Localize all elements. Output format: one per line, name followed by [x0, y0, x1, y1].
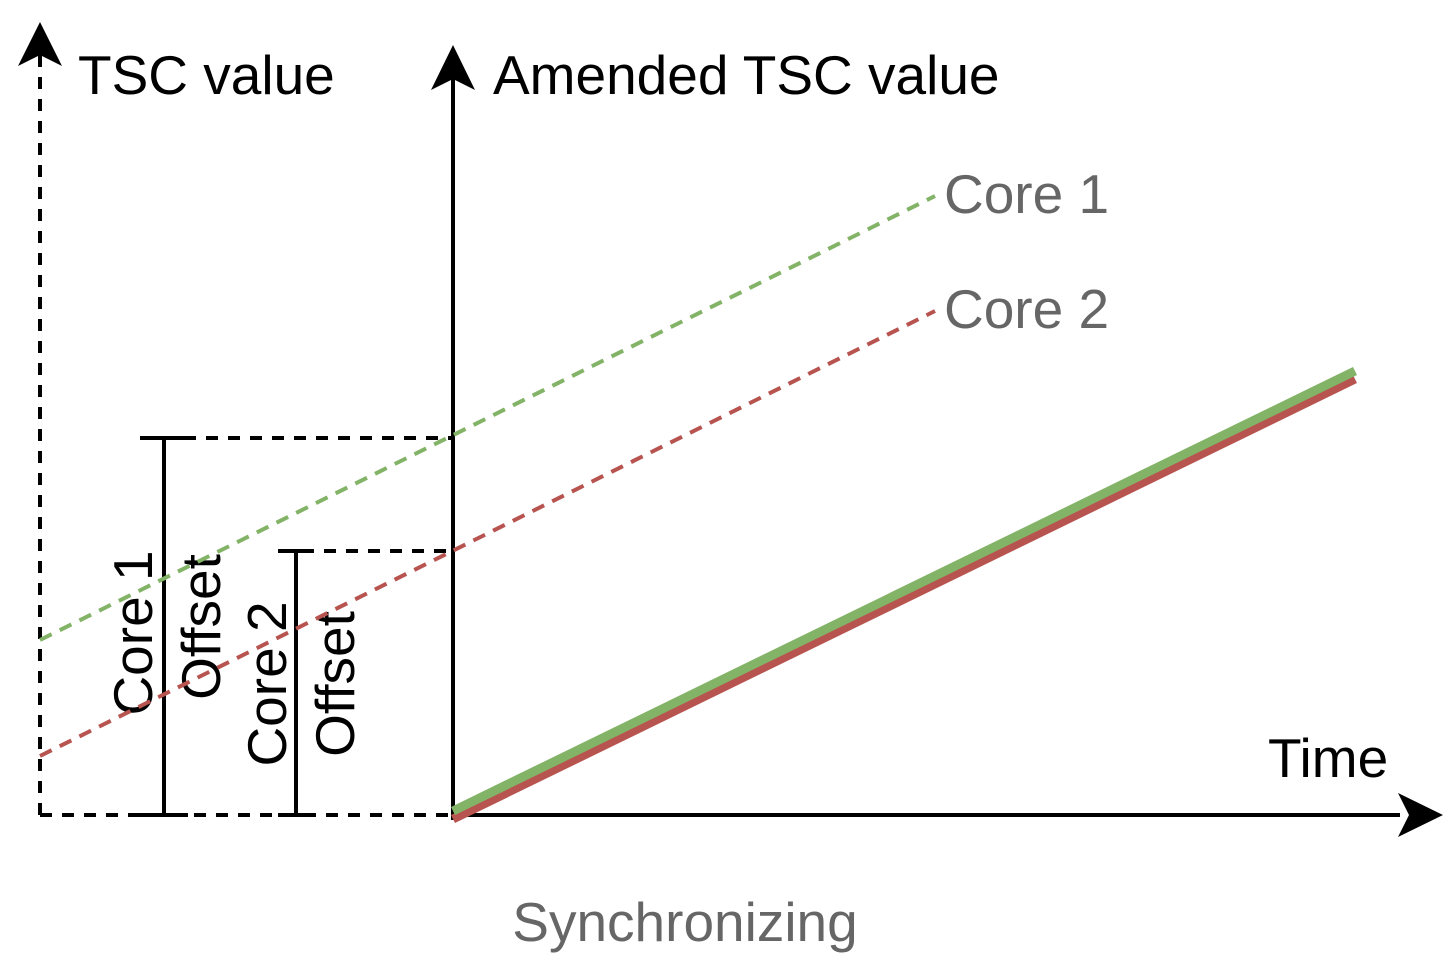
time-axis [453, 793, 1443, 837]
synchronizing-caption: Synchronizing [512, 891, 857, 953]
tsc-axis-label: TSC value [78, 44, 335, 106]
core1-amended-line [451, 366, 1357, 816]
time-axis-label: Time [1268, 727, 1388, 789]
amended-tsc-axis [431, 45, 475, 820]
core2-line-label: Core 2 [944, 278, 1109, 340]
tsc-axis [18, 22, 62, 815]
amended-tsc-axis-label: Amended TSC value [493, 44, 1000, 106]
core1-line-label: Core 1 [944, 163, 1109, 225]
core2-raw-tsc-line [39, 309, 936, 758]
core2-amended-line [451, 374, 1357, 824]
core2-offset-bracket [278, 549, 314, 817]
core2-offset-label-line1: Core 2 [236, 601, 298, 766]
core2-offset-label-line2: Offset [304, 611, 366, 757]
core1-offset-label-line1: Core 1 [102, 550, 164, 715]
core1-raw-tsc-line [39, 194, 936, 642]
core1-offset-bracket [140, 436, 188, 817]
